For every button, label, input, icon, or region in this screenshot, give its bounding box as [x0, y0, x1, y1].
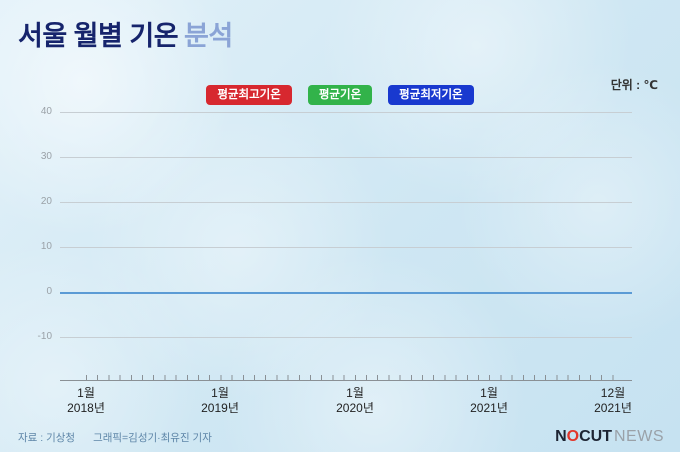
x-axis-ticks	[86, 375, 614, 380]
x-tick-label-2021-12: 12월 2021년	[578, 386, 648, 416]
gridline-neg10: -10	[38, 331, 632, 342]
logo-letter-o: O	[566, 428, 580, 445]
x-tick-month: 1월	[480, 386, 498, 400]
y-axis-label-10: 10	[40, 241, 52, 252]
page-title: 서울 월별 기온 분석	[18, 14, 233, 53]
x-tick-year: 2018년	[67, 401, 105, 415]
legend-item-avg-temp: 평균기온	[307, 85, 373, 105]
source-label: 자료 : 기상청	[18, 432, 76, 444]
credits: 자료 : 기상청 그래픽=김성기·최유진 기자	[18, 430, 212, 445]
x-tick-year: 2021년	[470, 401, 508, 415]
x-tick-year: 2020년	[336, 401, 374, 415]
title-main: 서울 월별 기온	[18, 21, 179, 51]
unit-label: 단위 : ℃	[610, 78, 658, 92]
nocut-news-logo: NOCUT NEWS	[555, 428, 664, 446]
x-axis-line	[60, 380, 632, 381]
y-axis-label-neg10: -10	[37, 331, 52, 342]
logo-letters-cut: CUT	[579, 428, 612, 445]
x-tick-month: 1월	[211, 386, 229, 400]
x-tick-label-2021-01: 1월 2021년	[454, 386, 524, 416]
y-axis-label-40: 40	[40, 106, 52, 117]
legend-item-avg-max-temp: 평균최고기온	[206, 85, 292, 105]
logo-letter-n: N	[555, 428, 567, 445]
x-tick-label-2020-01: 1월 2020년	[320, 386, 390, 416]
y-axis-label-20: 20	[40, 196, 52, 207]
footer: 자료 : 기상청 그래픽=김성기·최유진 기자 NOCUT NEWS	[18, 428, 664, 446]
x-tick-month: 12월	[600, 386, 626, 400]
y-axis-label-30: 30	[40, 151, 52, 162]
y-axis-label-0: 0	[46, 286, 52, 297]
title-sub: 분석	[184, 21, 233, 51]
chart-legend: 평균최고기온 평균기온 평균최저기온	[0, 85, 680, 105]
gridline-30: 30	[41, 151, 632, 162]
gridline-zero: 0	[46, 286, 632, 297]
x-tick-year: 2021년	[594, 401, 632, 415]
x-tick-month: 1월	[77, 386, 95, 400]
x-tick-year: 2019년	[201, 401, 239, 415]
x-tick-label-2018-01: 1월 2018년	[51, 386, 121, 416]
legend-item-avg-min-temp: 평균최저기온	[388, 85, 474, 105]
x-tick-label-2019-01: 1월 2019년	[185, 386, 255, 416]
x-tick-month: 1월	[346, 386, 364, 400]
credit-label: 그래픽=김성기·최유진 기자	[93, 432, 212, 444]
gridline-20: 20	[41, 196, 632, 207]
logo-word-news: NEWS	[614, 428, 664, 445]
chart-plot-area: 40 30 20 10 0 -10 1월 2018년 1월 2019년 1월 2…	[38, 105, 632, 415]
gridline-40: 40	[41, 106, 632, 117]
gridline-10: 10	[41, 241, 632, 252]
